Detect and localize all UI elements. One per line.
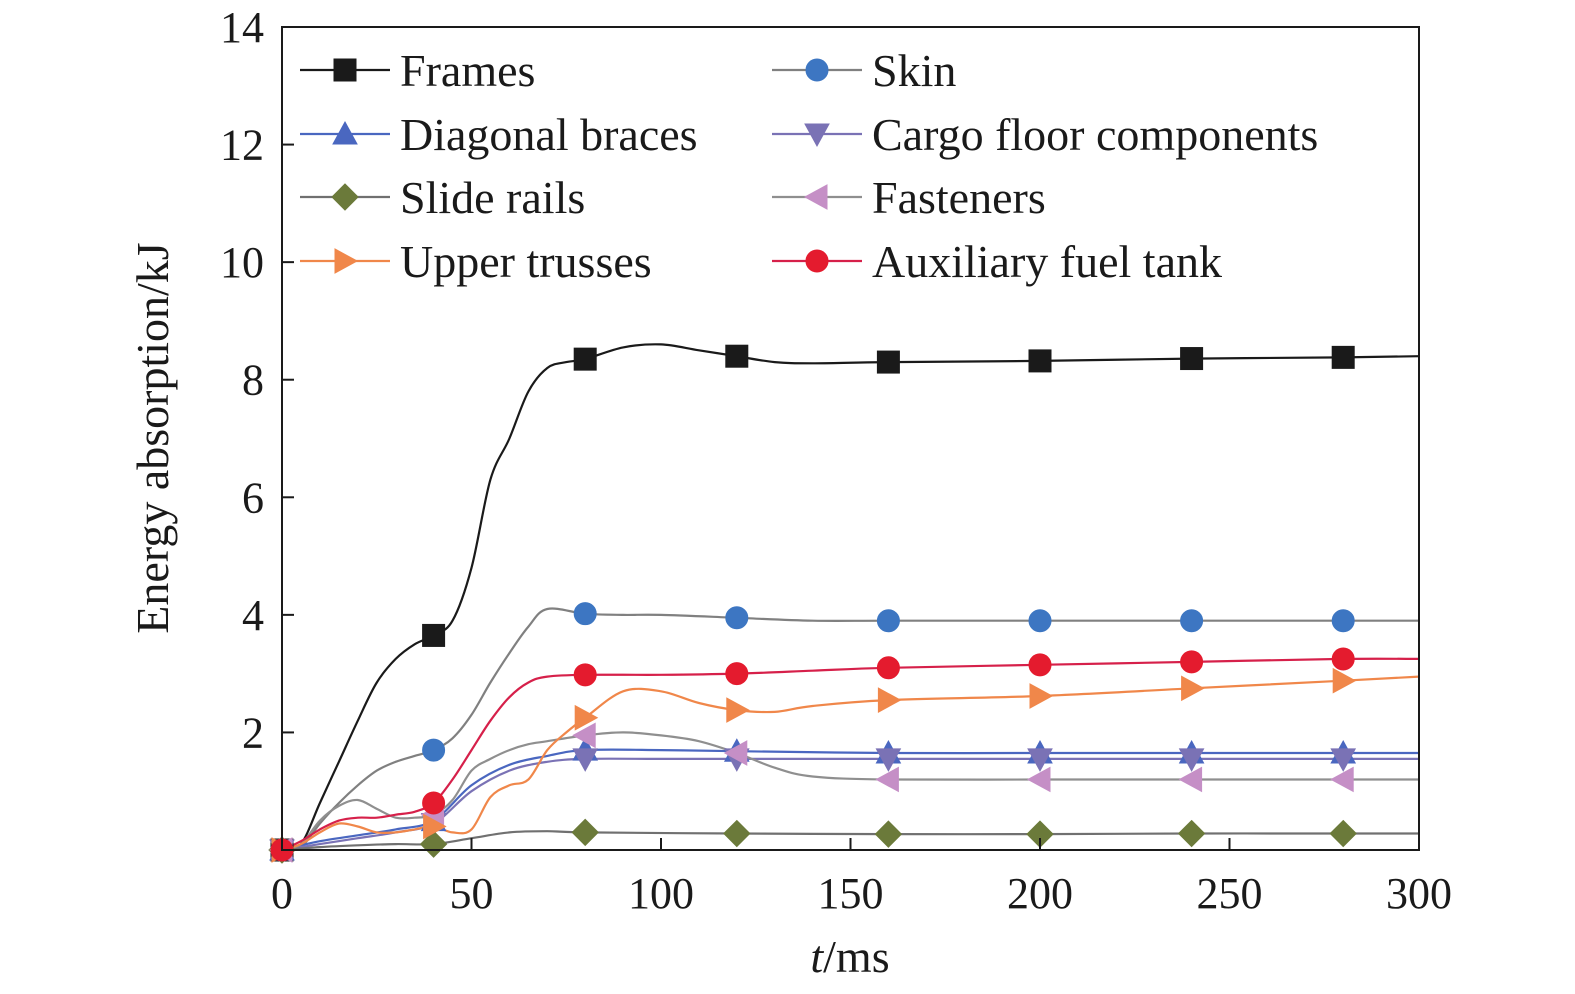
series-line-6 [281, 675, 1420, 852]
series-point-0 [573, 347, 597, 371]
legend-marker [805, 58, 829, 82]
series-point-4 [1177, 819, 1206, 848]
series-point-6 [574, 704, 599, 731]
legend-label: Fasteners [872, 172, 1046, 223]
series-point-6 [726, 697, 750, 723]
series-point-0 [876, 350, 900, 374]
legend-label: Cargo floor components [872, 109, 1318, 160]
series-point-6 [1181, 675, 1205, 702]
x-tick-label: 250 [1197, 869, 1263, 918]
legend-marker [333, 58, 357, 82]
legend-marker [331, 183, 359, 211]
series-point-5 [875, 766, 899, 793]
series-point-3 [1178, 748, 1205, 772]
series-point-7 [876, 656, 900, 680]
legend-marker [805, 249, 829, 273]
series-point-4 [1329, 819, 1357, 848]
series-point-0 [1028, 349, 1052, 373]
series-point-6 [423, 813, 447, 840]
series-point-6 [1029, 683, 1054, 709]
x-tick-label: 200 [1007, 869, 1073, 918]
series-point-0 [1180, 347, 1204, 371]
series-point-5 [572, 722, 596, 749]
legend-label: Upper trusses [400, 236, 652, 287]
series-point-1 [1028, 609, 1052, 633]
series-line-0 [281, 343, 1420, 852]
y-tick-label: 14 [220, 3, 264, 52]
series-point-7 [1028, 653, 1052, 677]
y-axis-title: Energy absorption/kJ [127, 242, 178, 633]
series-point-6 [1332, 667, 1357, 694]
series-point-7 [422, 791, 446, 815]
series-point-4 [571, 818, 599, 847]
series-point-1 [725, 606, 749, 630]
series-point-7 [1180, 650, 1204, 674]
series-point-0 [422, 623, 446, 647]
series-point-7 [573, 663, 597, 687]
y-tick-label: 8 [242, 356, 264, 405]
legend: Frames Skin Diagonal braces Cargo floor com… [300, 45, 1318, 287]
series-point-3 [875, 748, 902, 772]
y-tick-label: 12 [220, 121, 264, 170]
x-axis-title-variable: t [810, 931, 824, 982]
series-line-1 [281, 607, 1419, 852]
series-point-6 [877, 687, 902, 713]
series-line-5 [281, 731, 1420, 852]
x-tick-label: 150 [818, 869, 884, 918]
series-point-1 [876, 609, 900, 633]
x-tick-label: 50 [450, 869, 494, 918]
legend-marker [332, 120, 358, 145]
series-point-5 [1178, 766, 1203, 793]
series-point-7 [725, 662, 749, 686]
plot-markers [268, 344, 1357, 864]
series-point-5 [1026, 766, 1051, 793]
series-point-3 [1027, 748, 1053, 772]
legend-marker [334, 248, 359, 274]
series-point-7 [1331, 647, 1355, 671]
x-axis-title-unit: /ms [823, 931, 889, 982]
y-axis-ticks: 2 4 6 8 10 12 14 [220, 3, 294, 757]
y-tick-label: 6 [242, 473, 264, 522]
x-axis-ticks: 0 50 100 150 200 250 300 [271, 838, 1452, 918]
series-point-4 [874, 820, 903, 848]
series-point-0 [1331, 345, 1355, 369]
series-point-1 [1331, 609, 1355, 633]
series-point-5 [723, 740, 748, 766]
y-tick-label: 10 [220, 238, 264, 287]
plot-lines [281, 343, 1420, 852]
series-point-3 [1330, 748, 1357, 772]
series-line-7 [281, 657, 1420, 851]
legend-label: Skin [872, 45, 956, 96]
series-point-1 [573, 602, 597, 626]
series-point-3 [572, 748, 599, 772]
legend-label: Diagonal braces [400, 109, 698, 160]
x-tick-label: 300 [1386, 869, 1452, 918]
y-tick-label: 4 [242, 591, 264, 640]
series-point-0 [725, 344, 749, 368]
series-point-5 [1330, 766, 1354, 793]
legend-marker [804, 123, 830, 148]
series-point-1 [1180, 609, 1204, 633]
x-tick-label: 0 [271, 869, 293, 918]
x-tick-label: 100 [628, 869, 694, 918]
series-point-1 [422, 738, 446, 762]
legend-label: Slide rails [400, 172, 585, 223]
legend-label: Frames [400, 45, 535, 96]
legend-marker [803, 184, 828, 210]
x-axis-title: t/ms [810, 931, 889, 982]
series-line-2 [281, 748, 1419, 852]
y-tick-label: 2 [242, 708, 264, 757]
legend-label: Auxiliary fuel tank [872, 236, 1222, 287]
series-point-4 [723, 819, 751, 848]
